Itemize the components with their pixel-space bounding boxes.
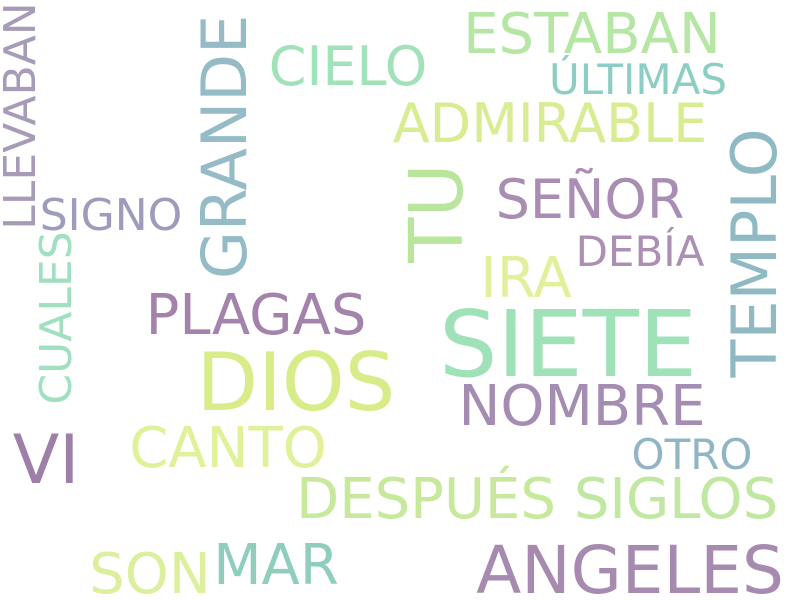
word-canto: CANTO (129, 416, 327, 481)
word-otro: OTRO (632, 430, 753, 479)
word-llevaban: LLEVABAN (0, 2, 46, 229)
word-debia: DEBÍA (576, 226, 705, 276)
word-cuales: CUALES (31, 231, 82, 404)
word-ira: IRA (480, 246, 571, 311)
word-cielo: CIELO (269, 35, 427, 98)
word-son: SON (89, 542, 211, 600)
word-templo: TEMPLO (718, 128, 791, 378)
word-tu: TU (394, 163, 480, 263)
word-vi: VI (13, 421, 80, 500)
word-grande: GRANDE (188, 15, 261, 279)
word-ultimas: ÚLTIMAS (549, 54, 727, 104)
word-siglos: SIGLOS (574, 467, 778, 532)
word-mar: MAR (213, 533, 339, 598)
word-angeles: ANGELES (476, 532, 784, 600)
word-nombre: NOMBRE (459, 374, 706, 439)
word-signo: SIGNO (40, 190, 183, 241)
word-siete: SIETE (439, 291, 697, 398)
word-dios: DIOS (197, 336, 396, 429)
word-plagas: PLAGAS (146, 283, 367, 348)
word-senor: SEÑOR (496, 168, 685, 231)
word-despues: DESPUÉS (296, 467, 556, 532)
word-estaban: ESTABAN (463, 2, 721, 67)
word-admirable: ADMIRABLE (393, 92, 708, 155)
